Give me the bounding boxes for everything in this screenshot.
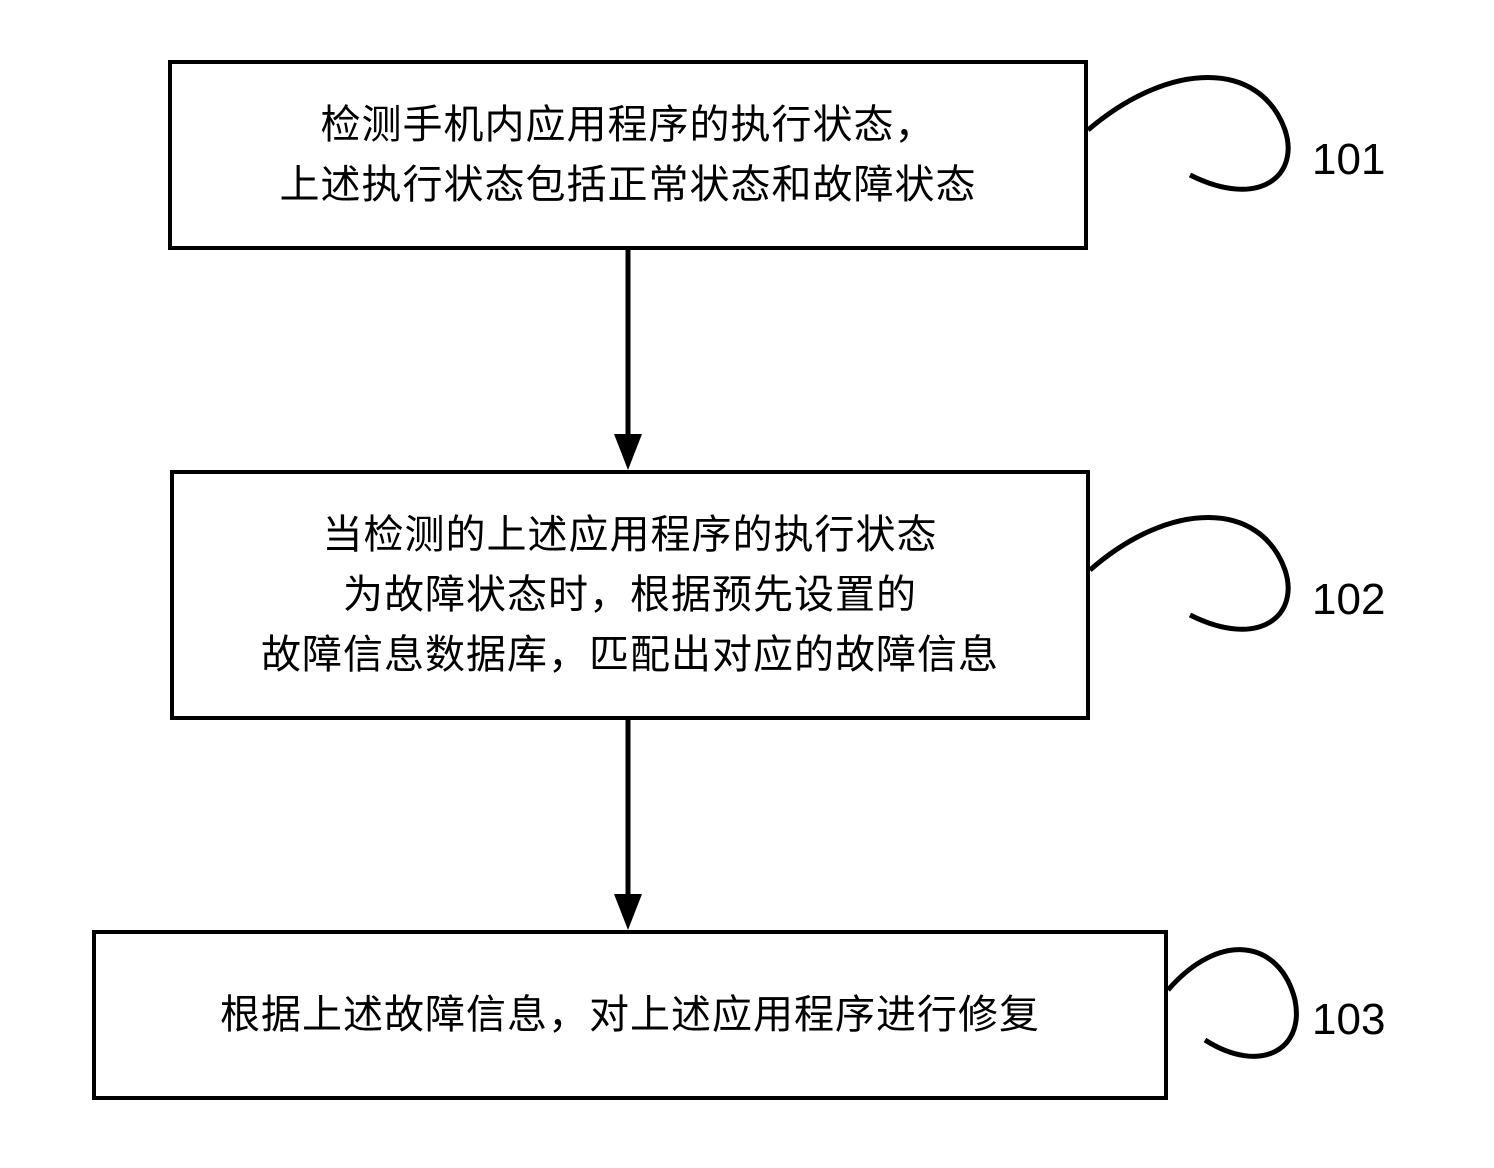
flow-step-1: 检测手机内应用程序的执行状态， 上述执行状态包括正常状态和故障状态 [168, 60, 1088, 250]
flow-step-3: 根据上述故障信息，对上述应用程序进行修复 [92, 930, 1168, 1100]
arrow-step2-to-step3 [614, 720, 642, 930]
connector-103 [1168, 950, 1296, 1057]
connector-102 [1090, 518, 1288, 630]
flow-step-2-line-1: 当检测的上述应用程序的执行状态 [323, 505, 938, 565]
connector-101 [1088, 78, 1288, 190]
flow-step-1-line-1: 检测手机内应用程序的执行状态， [321, 95, 936, 155]
flow-step-2: 当检测的上述应用程序的执行状态 为故障状态时，根据预先设置的 故障信息数据库，匹… [170, 470, 1090, 720]
flow-step-1-line-2: 上述执行状态包括正常状态和故障状态 [280, 155, 977, 215]
arrow-step1-to-step2 [614, 250, 642, 470]
flow-step-2-line-3: 故障信息数据库，匹配出对应的故障信息 [261, 625, 999, 685]
step-label-103: 103 [1312, 995, 1385, 1045]
step-label-102: 102 [1312, 575, 1385, 625]
flow-step-3-line-1: 根据上述故障信息，对上述应用程序进行修复 [220, 985, 1040, 1045]
flow-step-2-line-2: 为故障状态时，根据预先设置的 [343, 565, 917, 625]
step-label-101: 101 [1312, 135, 1385, 185]
